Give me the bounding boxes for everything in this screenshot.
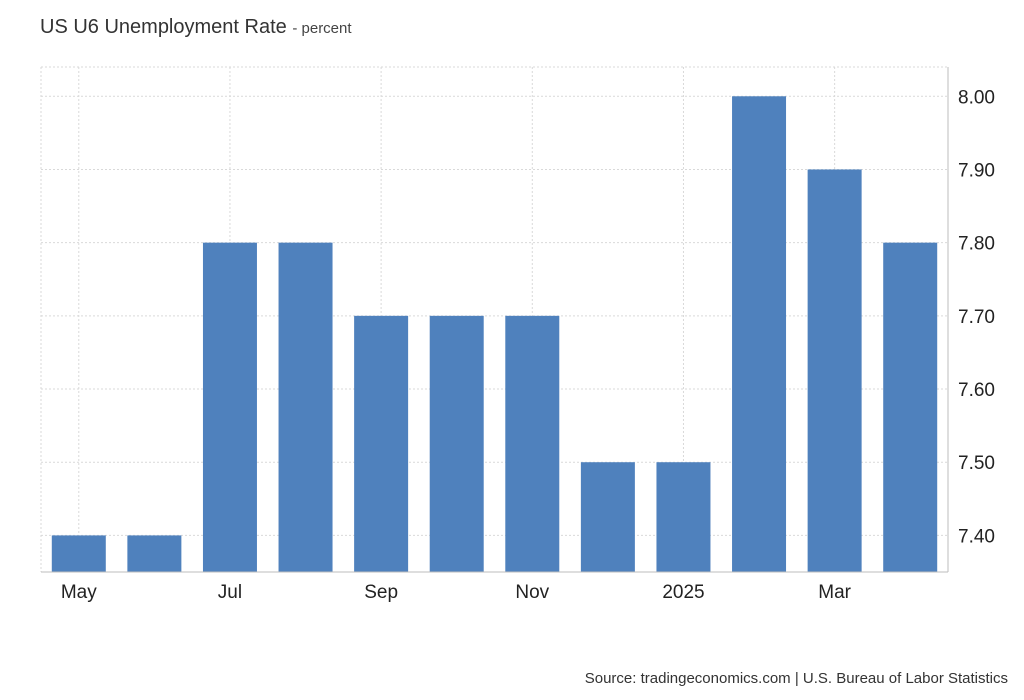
bar-dec[interactable] <box>580 462 635 572</box>
y-tick-label: 7.90 <box>958 160 995 181</box>
y-tick-label: 7.60 <box>958 380 995 401</box>
bar-jun[interactable] <box>127 535 182 572</box>
bar-aug[interactable] <box>278 242 333 573</box>
x-tick-label: Sep <box>364 582 398 603</box>
x-tick-label: Nov <box>515 582 549 603</box>
bar-jul[interactable] <box>202 242 257 573</box>
chart-title: US U6 Unemployment Rate - percent <box>40 16 352 39</box>
bar-layer <box>51 96 938 573</box>
axis-layer: 7.40 7.50 7.60 7.70 7.80 7.90 8.00 May Jul Sep Nov… <box>41 67 995 603</box>
bar-sep[interactable] <box>354 315 409 572</box>
x-tick-label: 2025 <box>662 582 704 603</box>
y-tick-label: 7.40 <box>958 526 995 547</box>
bar-nov[interactable] <box>505 315 560 572</box>
grid-layer <box>40 66 948 572</box>
chart-unit: - percent <box>292 20 352 37</box>
y-tick-label: 7.50 <box>958 453 995 474</box>
x-tick-label: Jul <box>218 582 242 603</box>
x-tick-label: May <box>61 582 97 603</box>
chart-title-text: US U6 Unemployment Rate <box>40 16 287 38</box>
y-tick-label: 7.80 <box>958 234 995 255</box>
y-tick-label: 7.70 <box>958 307 995 328</box>
bar-2025[interactable] <box>656 462 711 572</box>
bar-oct[interactable] <box>429 315 484 572</box>
y-tick-label: 8.00 <box>958 87 995 108</box>
bar-apr[interactable] <box>883 242 938 573</box>
x-tick-label: Mar <box>818 582 851 603</box>
bar-mar[interactable] <box>807 169 862 572</box>
source-note: Source: tradingeconomics.com | U.S. Bure… <box>584 670 1008 687</box>
bar-may[interactable] <box>51 535 106 572</box>
chart-area: 7.40 7.50 7.60 7.70 7.80 7.90 8.00 May Jul Sep Nov… <box>40 66 995 603</box>
bar-feb[interactable] <box>732 96 787 572</box>
